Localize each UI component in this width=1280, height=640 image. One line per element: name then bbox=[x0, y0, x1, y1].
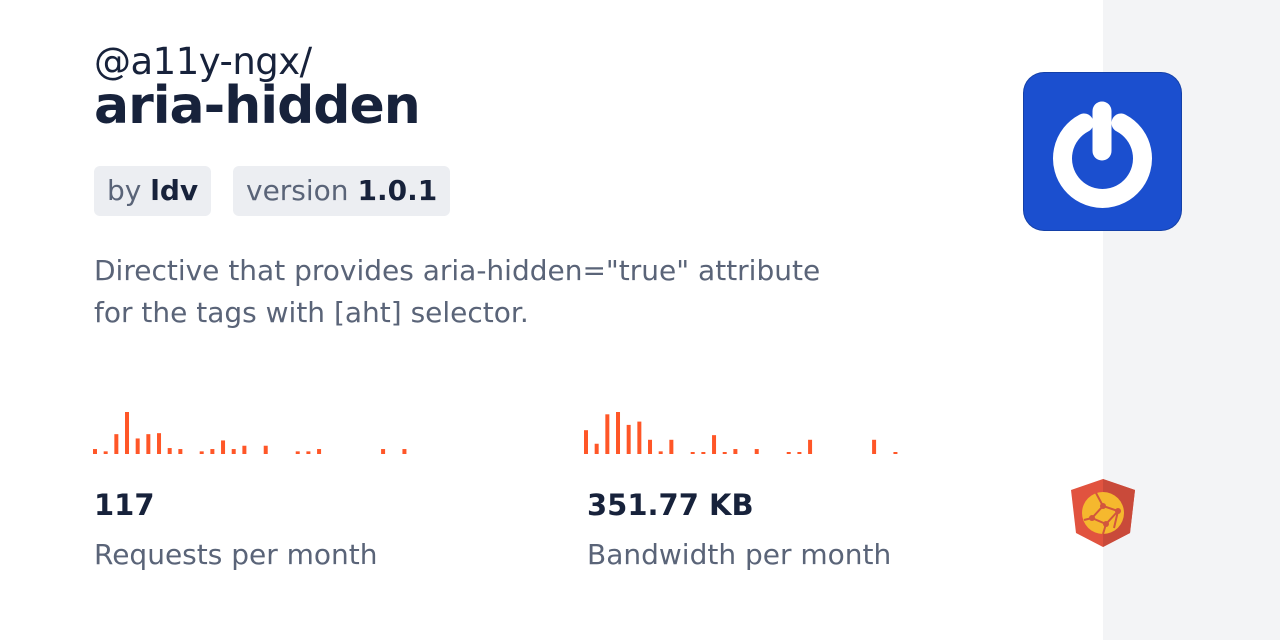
sparkline-bar bbox=[701, 452, 706, 454]
sparkline-bar bbox=[669, 439, 674, 454]
sparkline-bar bbox=[786, 452, 791, 454]
version-badge: version 1.0.1 bbox=[233, 166, 451, 216]
sparkline-bar bbox=[722, 452, 727, 454]
sparkline-bar bbox=[690, 452, 695, 454]
bandwidth-sparkline bbox=[584, 412, 898, 454]
package-name: aria-hidden bbox=[94, 76, 421, 136]
sparkline-bar bbox=[893, 452, 898, 454]
requests-label: Requests per month bbox=[94, 538, 378, 571]
description: Directive that provides aria-hidden="tru… bbox=[94, 250, 894, 334]
author-badge: by ldv bbox=[94, 166, 212, 216]
sparkline-bar bbox=[178, 449, 183, 454]
sparkline-bar bbox=[808, 439, 813, 454]
sparkline-bar bbox=[221, 440, 226, 454]
sparkline-bar bbox=[125, 412, 130, 454]
sparkline-bar bbox=[658, 451, 663, 454]
sparkline-bar bbox=[114, 434, 119, 454]
sparkline-bar bbox=[263, 445, 268, 454]
bandwidth-value: 351.77 KB bbox=[587, 488, 754, 522]
package-logo bbox=[1024, 73, 1181, 230]
package-scope: @a11y-ngx/ bbox=[94, 40, 312, 83]
sparkline-bar bbox=[637, 421, 642, 454]
sparkline-bar bbox=[103, 451, 108, 454]
sparkline-bar bbox=[712, 435, 717, 454]
sparkline-bar bbox=[93, 449, 97, 454]
sparkline-bar bbox=[210, 449, 215, 454]
sparkline-bar bbox=[167, 448, 172, 454]
sparkline-bar bbox=[381, 449, 386, 454]
sparkline-bar bbox=[242, 445, 247, 454]
requests-sparkline bbox=[93, 412, 407, 454]
description-line: for the tags with [aht] selector. bbox=[94, 296, 529, 329]
sparkline-bar bbox=[626, 424, 631, 454]
requests-value: 117 bbox=[94, 488, 155, 522]
sparkline-bar bbox=[594, 443, 599, 454]
sparkline-bar bbox=[135, 438, 140, 454]
sparkline-bar bbox=[295, 451, 300, 454]
sparkline-bar bbox=[231, 449, 236, 454]
sparkline-bar bbox=[605, 414, 610, 454]
bandwidth-label: Bandwidth per month bbox=[587, 538, 892, 571]
sparkline-bar bbox=[157, 433, 162, 454]
power-icon bbox=[1053, 101, 1152, 208]
author: ldv bbox=[150, 174, 199, 207]
sparkline-bar bbox=[872, 439, 877, 454]
sparkline-bar bbox=[797, 452, 802, 454]
sparkline-bar bbox=[754, 449, 759, 454]
sparkline-bar bbox=[402, 449, 407, 454]
sparkline-bar bbox=[199, 451, 204, 454]
sparkline-bar bbox=[733, 449, 738, 454]
version-prefix: version bbox=[246, 174, 349, 207]
sparkline-bar bbox=[616, 412, 621, 454]
sparkline-bar bbox=[317, 449, 322, 454]
sparkline-bar bbox=[306, 451, 311, 454]
description-line: Directive that provides aria-hidden="tru… bbox=[94, 254, 821, 287]
angular-shield-icon bbox=[1071, 479, 1135, 547]
sparkline-bar bbox=[146, 434, 151, 454]
sparkline-bar bbox=[584, 430, 588, 454]
sparkline-bar bbox=[648, 439, 653, 454]
by-prefix: by bbox=[107, 174, 142, 207]
version: 1.0.1 bbox=[357, 174, 438, 207]
